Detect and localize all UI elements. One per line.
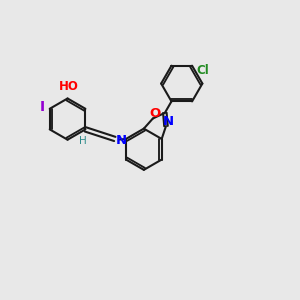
Text: N: N (116, 134, 127, 147)
Text: H: H (79, 136, 87, 146)
Text: O: O (150, 107, 161, 120)
Text: I: I (39, 100, 44, 114)
Text: HO: HO (59, 80, 79, 93)
Text: N: N (163, 115, 174, 128)
Text: Cl: Cl (196, 64, 209, 77)
